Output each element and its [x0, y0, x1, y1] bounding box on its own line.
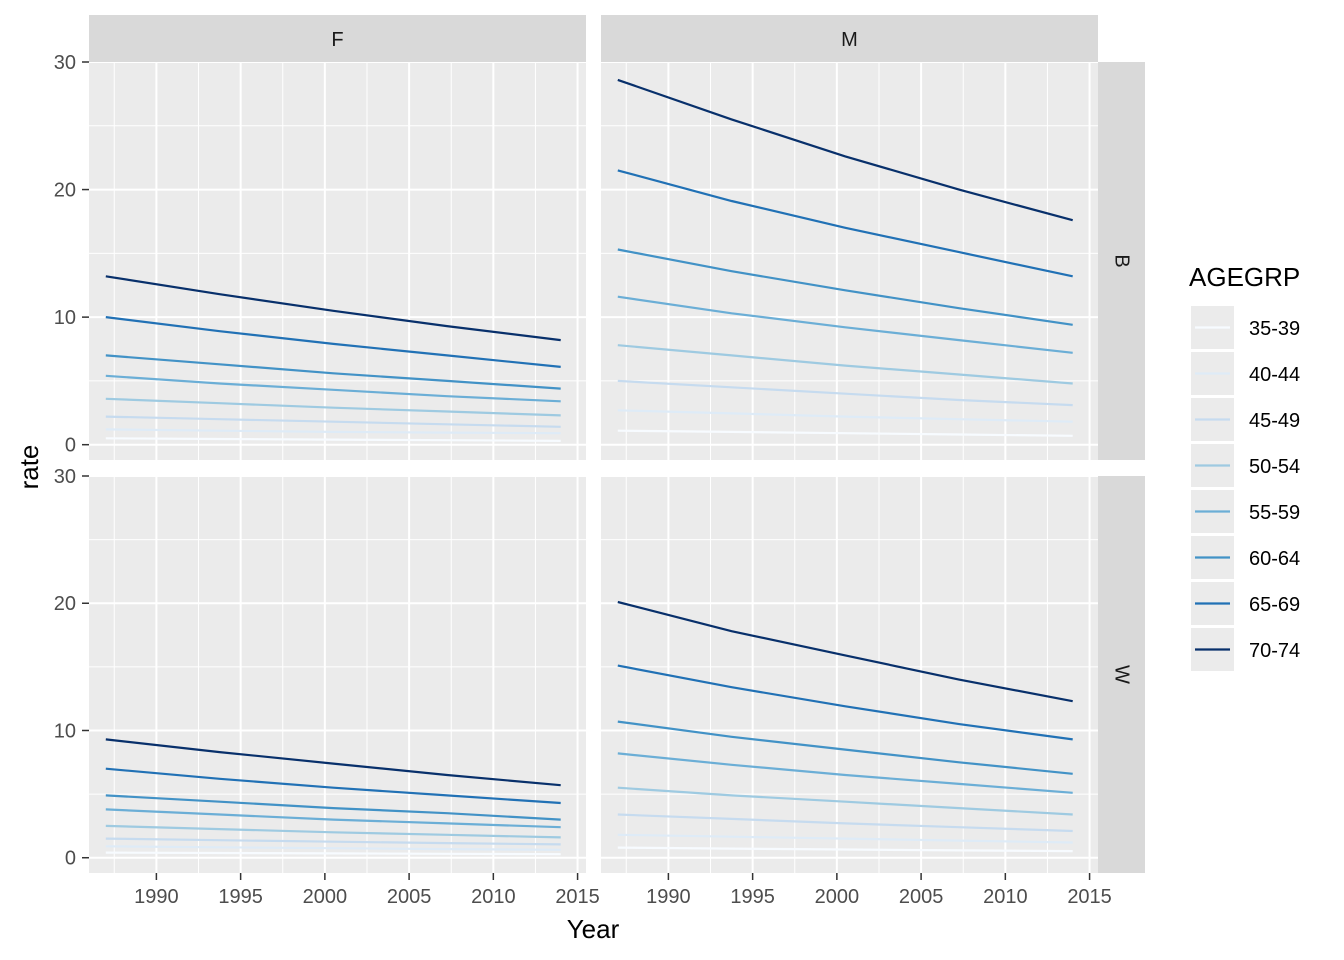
series-line-50-54 [617, 344, 1073, 385]
facet-strips: F M B W [89, 15, 1145, 873]
x-tick-label: 1995 [730, 886, 775, 908]
panel-M-W [601, 475, 1098, 873]
panel-F-W [89, 475, 586, 873]
strip-row-B [1098, 62, 1145, 460]
x-tick-label: 2000 [815, 886, 860, 908]
x-tick-label: 1990 [134, 886, 179, 908]
legend-title: AGEGRP [1189, 262, 1300, 292]
x-tick-label: 2015 [555, 886, 600, 908]
strip-col-F [89, 15, 586, 62]
series-line-70-74 [617, 600, 1073, 703]
y-tick-label: 0 [65, 435, 76, 457]
y-tick-label: 0 [65, 848, 76, 870]
series-line-35-39 [105, 851, 561, 856]
y-tick-label: 20 [54, 593, 76, 615]
x-tick-label: 1990 [646, 886, 691, 908]
series-line-55-59 [105, 374, 561, 403]
y-tick-label: 20 [54, 180, 76, 202]
series-line-50-54 [617, 786, 1073, 816]
panel-background [601, 476, 1098, 873]
series-line-45-49 [617, 813, 1073, 833]
x-axis-title: Year [567, 914, 620, 944]
panels [89, 61, 1098, 873]
legend-item-45-49: 45-49 [1191, 398, 1300, 441]
y-axis-title: rate [14, 445, 44, 490]
series-line-60-64 [105, 354, 561, 390]
series-line-65-69 [105, 316, 561, 368]
panel-background [89, 476, 586, 873]
panel-F-B [89, 61, 586, 460]
legend-label: 60-64 [1249, 548, 1300, 570]
series-line-35-39 [617, 846, 1073, 853]
legend-item-55-59: 55-59 [1191, 490, 1300, 533]
legend-item-65-69: 65-69 [1191, 582, 1300, 625]
series-line-65-69 [617, 169, 1073, 278]
series-line-40-44 [105, 845, 561, 851]
legend-label: 50-54 [1249, 456, 1300, 478]
x-tick-label: 2005 [387, 886, 432, 908]
legend-item-70-74: 70-74 [1191, 628, 1300, 671]
strip-row-label-B: B [1111, 254, 1133, 267]
legend-label: 55-59 [1249, 502, 1300, 524]
x-tick-label: 2000 [303, 886, 348, 908]
series-line-60-64 [617, 248, 1073, 326]
strip-col-label-M: M [841, 29, 858, 51]
legend-item-60-64: 60-64 [1191, 536, 1300, 579]
strip-col-label-F: F [331, 29, 343, 51]
series-line-70-74 [105, 275, 561, 342]
y-tick-label: 30 [54, 52, 76, 74]
x-tick-label: 2005 [899, 886, 944, 908]
series-line-70-74 [617, 78, 1073, 222]
y-tick-label: 30 [54, 466, 76, 488]
legend-item-35-39: 35-39 [1191, 306, 1300, 349]
panel-background [89, 62, 586, 460]
x-tick-label: 2010 [983, 886, 1028, 908]
series-line-35-39 [105, 437, 561, 442]
x-tick-label: 2010 [471, 886, 516, 908]
series-line-65-69 [105, 767, 561, 805]
y-tick-label: 10 [54, 307, 76, 329]
series-line-45-49 [617, 379, 1073, 407]
series-line-70-74 [105, 738, 561, 787]
series-line-50-54 [105, 824, 561, 839]
series-line-60-64 [105, 794, 561, 821]
panel-M-B [601, 61, 1098, 460]
x-tick-label: 2015 [1067, 886, 1112, 908]
series-line-45-49 [105, 415, 561, 428]
series-line-45-49 [105, 837, 561, 846]
legend-label: 40-44 [1249, 364, 1300, 386]
y-tick-label: 10 [54, 720, 76, 742]
strip-row-W [1098, 476, 1145, 873]
legend-item-40-44: 40-44 [1191, 352, 1300, 395]
series-line-60-64 [617, 720, 1073, 775]
strip-row-label-W: W [1111, 665, 1133, 684]
series-line-50-54 [105, 397, 561, 417]
series-line-40-44 [617, 409, 1073, 423]
series-line-65-69 [617, 664, 1073, 741]
series-line-35-39 [617, 429, 1073, 437]
series-line-40-44 [617, 833, 1073, 844]
series-line-55-59 [105, 808, 561, 829]
axes: 0 10 20 30 0 10 20 30 1990 1995 2000 2005 2010 2015 19… [54, 52, 1112, 908]
legend-label: 45-49 [1249, 410, 1300, 432]
legend-item-50-54: 50-54 [1191, 444, 1300, 487]
legend-label: 70-74 [1249, 640, 1300, 662]
series-line-40-44 [105, 428, 561, 435]
legend: 35-39 40-44 45-49 50-54 55-59 60-64 65-69 70-74 [1191, 306, 1300, 671]
strip-col-M [601, 15, 1098, 62]
series-line-55-59 [617, 752, 1073, 794]
legend-label: 65-69 [1249, 594, 1300, 616]
x-tick-label: 1995 [218, 886, 263, 908]
series-line-55-59 [617, 295, 1073, 354]
legend-label: 35-39 [1249, 318, 1300, 340]
